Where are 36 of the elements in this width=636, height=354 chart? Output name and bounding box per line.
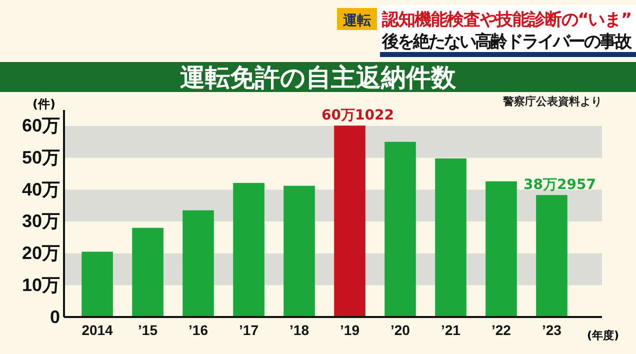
x-tick-label: ’22 [491,322,512,338]
bar [334,126,366,317]
text: 運転 [342,13,371,29]
chart-title: 運転免許の自主返納件数 [180,63,457,92]
y-tick-label: 20万 [22,243,60,264]
x-tick-label: ’17 [239,322,259,338]
bar [182,210,214,317]
y-tick-label: 0 [50,306,60,327]
bar [284,186,315,317]
x-tick-label: ’21 [441,322,461,338]
x-tick-label: ’19 [340,322,360,338]
x-tick-label: ’15 [138,322,158,338]
bar [233,182,264,317]
bar [82,252,113,317]
x-tick-label: ’16 [188,322,208,338]
text: 認知機能検査や技能診断の“いま” [381,10,632,30]
y-axis-title: (件) [32,97,56,111]
x-axis-title: (年度) [586,329,620,342]
bar [536,195,568,317]
data-label: 38万2957 [523,177,596,194]
y-tick-label: 60万 [22,116,60,136]
bar [384,142,416,317]
y-tick-label: 50万 [22,148,60,168]
text: 警察庁公表資料より [502,95,602,108]
y-tick-label: 40万 [22,179,60,200]
data-label: 60万1022 [322,108,394,124]
text: 後を絶たない高齢ドライバーの事故 [381,32,633,52]
bar [486,181,517,317]
bar [132,228,164,317]
x-tick-label: ’23 [542,322,562,338]
y-tick-label: 30万 [22,211,60,232]
y-tick-label: 10万 [22,274,60,295]
x-tick-label: ’18 [290,322,310,338]
bar [435,158,466,317]
x-tick-label: ’20 [390,322,410,338]
x-tick-label: 2014 [82,322,114,338]
